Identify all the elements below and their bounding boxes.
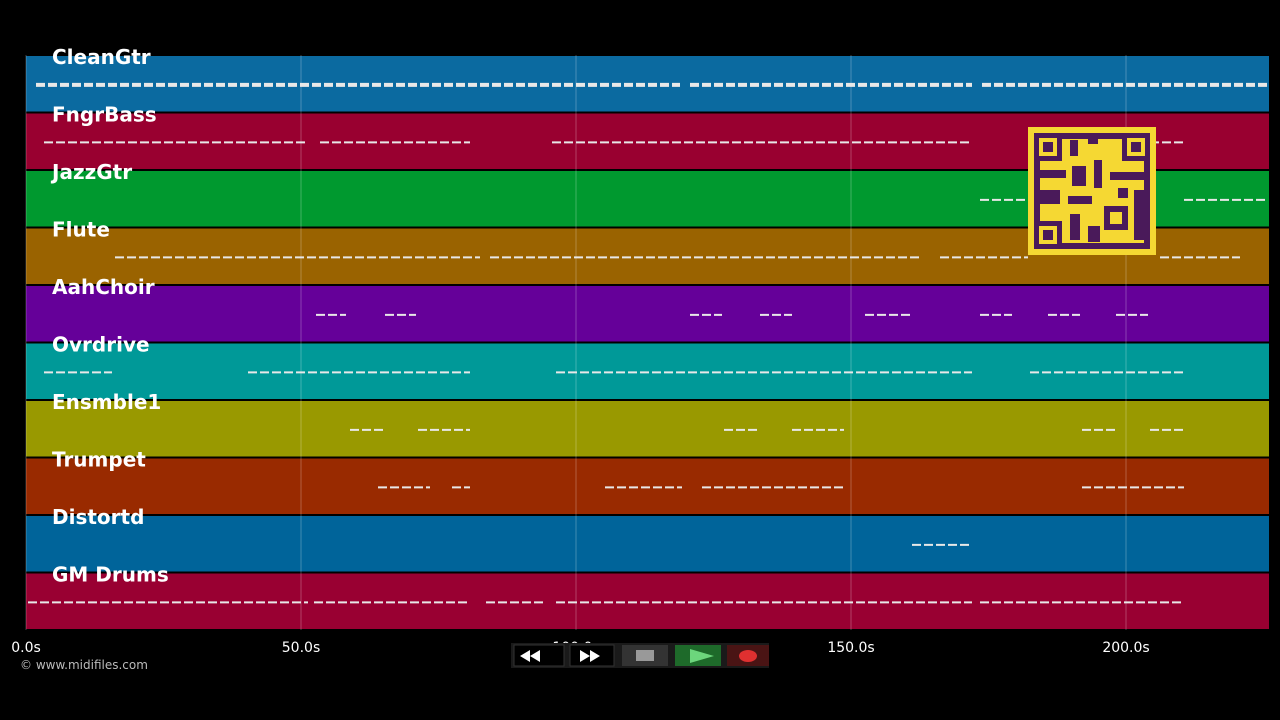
track-label: Ovrdrive: [52, 333, 150, 357]
time-tick-label: 0.0s: [11, 640, 41, 656]
track-label: Trumpet: [52, 448, 146, 472]
track-row: [26, 343, 1269, 399]
track-row: [26, 286, 1269, 342]
play-button[interactable]: [675, 645, 721, 666]
track-label: Ensmble1: [52, 390, 161, 414]
track-label: Distortd: [52, 505, 144, 529]
qr-code: [1028, 127, 1156, 255]
record-button[interactable]: [727, 645, 769, 666]
time-tick-label: 150.0s: [827, 640, 874, 656]
track-row: [26, 401, 1269, 457]
track-label: AahChoir: [52, 275, 155, 299]
track-label: CleanGtr: [52, 45, 151, 69]
rewind-button[interactable]: [513, 644, 565, 667]
playback-controls: [511, 643, 769, 668]
track-label: Flute: [52, 218, 110, 242]
track-row: [26, 458, 1269, 514]
stop-button[interactable]: [622, 645, 668, 666]
track-row: [26, 573, 1269, 629]
track-label: JazzGtr: [50, 160, 132, 184]
track-label: GM Drums: [52, 563, 169, 587]
forward-button[interactable]: [569, 644, 615, 667]
time-tick-label: 200.0s: [1102, 640, 1149, 656]
copyright: © www.midifiles.com: [20, 658, 148, 672]
time-tick-label: 50.0s: [282, 640, 320, 656]
track-row: [26, 516, 1269, 572]
track-label: FngrBass: [52, 103, 157, 127]
notes: [28, 82, 1268, 604]
track-labels: CleanGtr FngrBass JazzGtr Flute AahChoir Ovrd…: [50, 45, 169, 587]
